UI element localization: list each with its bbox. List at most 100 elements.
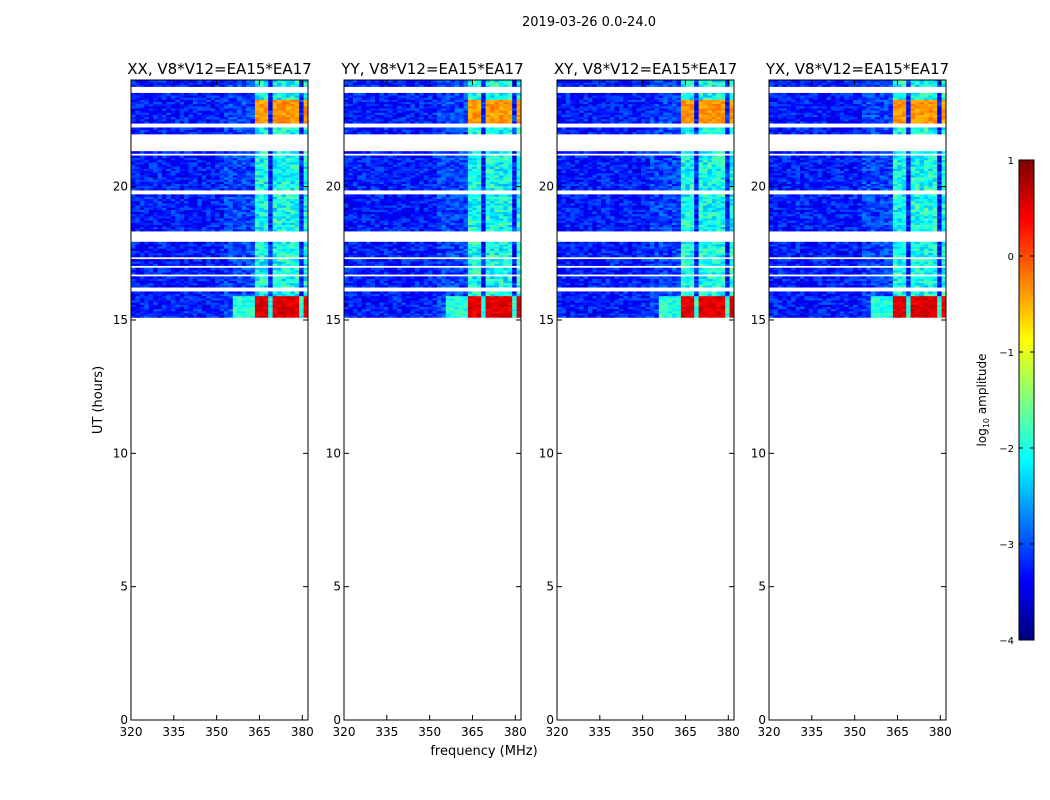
heatmap-cell <box>184 302 189 305</box>
heatmap-cell <box>201 200 207 204</box>
heatmap-cell <box>290 118 296 122</box>
heatmap-cell <box>215 310 220 314</box>
heatmap-cell <box>285 215 291 219</box>
heatmap-cell <box>467 259 473 262</box>
heatmap-cell <box>223 218 229 221</box>
heatmap-cell <box>228 209 234 213</box>
heatmap-cell <box>197 161 203 165</box>
heatmap-cell <box>188 306 194 310</box>
heatmap-cell <box>263 254 269 258</box>
heatmap-cell <box>303 267 309 271</box>
heatmap-cell <box>201 166 207 169</box>
heatmap-cell <box>179 108 185 111</box>
heatmap-cell <box>250 302 256 305</box>
heatmap-cell <box>299 224 304 228</box>
heatmap-cell <box>184 254 189 258</box>
heatmap-cell <box>250 161 256 165</box>
heatmap-cell <box>285 284 291 288</box>
heatmap-cell <box>192 118 198 122</box>
heatmap-cell <box>175 261 181 264</box>
heatmap-cell <box>263 177 269 180</box>
heatmap-cell <box>268 200 274 204</box>
heatmap-cell <box>232 224 238 228</box>
heatmap-cell <box>374 276 380 279</box>
heatmap-cell <box>188 181 194 184</box>
heatmap-cell <box>153 220 158 223</box>
heatmap-cell <box>285 179 291 182</box>
heatmap-cell <box>210 170 216 174</box>
heatmap-cell <box>215 222 220 225</box>
heatmap-cell <box>148 278 154 282</box>
heatmap-cell <box>299 304 304 307</box>
heatmap-cell <box>153 282 158 286</box>
heatmap-cell <box>153 120 158 124</box>
heatmap-cell <box>206 157 212 161</box>
heatmap-cell <box>237 110 243 113</box>
heatmap-cell <box>237 308 243 312</box>
heatmap-cell <box>388 267 394 271</box>
heatmap-cell <box>294 196 300 200</box>
heatmap-cell <box>250 157 256 161</box>
heatmap-cell <box>179 168 185 172</box>
heatmap-cell <box>281 129 287 133</box>
heatmap-cell <box>281 291 287 294</box>
heatmap-cell <box>170 194 176 197</box>
heatmap-cell <box>219 226 225 230</box>
heatmap-cell <box>215 200 220 204</box>
heatmap-cell <box>441 241 447 245</box>
heatmap-cell <box>294 187 300 191</box>
heatmap-cell <box>184 211 189 215</box>
heatmap-cell <box>223 263 229 266</box>
heatmap-cell <box>201 131 207 135</box>
heatmap-cell <box>215 224 220 228</box>
heatmap-cell <box>237 250 243 254</box>
heatmap-cell <box>179 187 185 191</box>
heatmap-cell <box>246 112 251 115</box>
heatmap-cell <box>228 118 234 122</box>
heatmap-cell <box>241 170 247 174</box>
heatmap-cell <box>241 284 247 288</box>
heatmap-cell <box>303 293 309 297</box>
heatmap-cell <box>131 118 136 122</box>
heatmap-cell <box>246 151 251 154</box>
heatmap-cell <box>303 170 309 174</box>
heatmap-cell <box>277 187 282 191</box>
heatmap-cell <box>144 207 150 210</box>
heatmap-cell <box>192 291 198 294</box>
heatmap-cell <box>135 304 141 307</box>
heatmap-cell <box>197 272 203 275</box>
heatmap-cell <box>210 248 216 251</box>
heatmap-cell <box>206 278 212 282</box>
heatmap-cell <box>263 170 269 174</box>
heatmap-cell <box>139 211 145 215</box>
heatmap-cell <box>268 177 274 180</box>
heatmap-cell <box>223 278 229 282</box>
heatmap-cell <box>175 304 181 307</box>
heatmap-cell <box>281 200 287 204</box>
heatmap-cell <box>179 220 185 223</box>
heatmap-cell <box>210 310 216 314</box>
heatmap-cell <box>157 282 163 286</box>
panel-title: XX, V8*V12=EA15*EA17 <box>127 60 311 78</box>
heatmap-cell <box>281 282 287 286</box>
heatmap-cell <box>272 187 278 191</box>
heatmap-cell <box>259 278 265 282</box>
heatmap-cell <box>201 161 207 165</box>
heatmap-cell <box>254 181 260 184</box>
heatmap-cell <box>268 250 274 254</box>
heatmap-cell <box>281 196 287 200</box>
heatmap-cell <box>272 254 278 258</box>
heatmap-cell <box>210 202 216 206</box>
heatmap-cell <box>135 310 141 314</box>
heatmap-cell <box>219 114 225 118</box>
heatmap-cell <box>285 252 291 256</box>
heatmap-cell <box>179 179 185 182</box>
heatmap-cell <box>263 272 269 275</box>
heatmap-cell <box>206 282 212 286</box>
heatmap-cell <box>223 110 229 113</box>
heatmap-cell <box>232 276 238 279</box>
heatmap-cell <box>277 215 282 219</box>
heatmap-cell <box>450 267 456 271</box>
heatmap-cell <box>232 269 238 273</box>
heatmap-cell <box>290 161 296 165</box>
